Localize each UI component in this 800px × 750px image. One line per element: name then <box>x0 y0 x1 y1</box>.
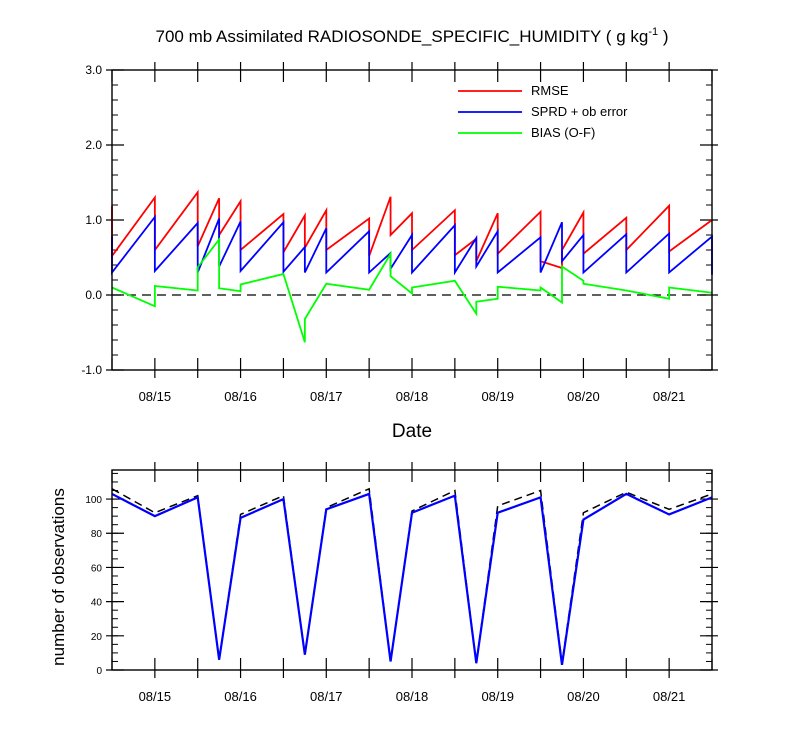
y-tick-label: 0 <box>96 666 102 677</box>
y-tick-label: 3.0 <box>85 63 102 77</box>
series-line-bias-o-f <box>111 236 713 343</box>
legend-label: BIAS (O-F) <box>531 125 595 140</box>
legend-label: SPRD + ob error <box>531 104 628 119</box>
x-tick-label: 08/19 <box>481 389 514 404</box>
y-tick-label: 100 <box>85 495 102 506</box>
x-tick-label: 08/19 <box>481 689 514 704</box>
y-tick-label: 0.0 <box>85 288 102 302</box>
x-tick-label: 08/16 <box>224 689 257 704</box>
y-tick-label: -1.0 <box>81 363 102 377</box>
legend: RMSE SPRD + ob error BIAS (O-F) <box>458 83 628 140</box>
y-tick-label: 40 <box>91 598 103 609</box>
x-tick-label: 08/21 <box>653 689 686 704</box>
chart-title: 700 mb Assimilated RADIOSONDE_SPECIFIC_H… <box>156 26 669 46</box>
top-tick-labels: -1.0 0.0 1.0 2.0 3.0 08/15 08/16 08/17 08/18 08/1… <box>81 63 685 404</box>
top-series-group <box>111 189 713 343</box>
x-tick-label: 08/15 <box>139 389 172 404</box>
x-tick-label: 08/18 <box>396 389 429 404</box>
x-tick-label: 08/16 <box>224 389 257 404</box>
legend-label: RMSE <box>531 83 569 98</box>
y-tick-label: 1.0 <box>85 213 102 227</box>
top-axis-ticks <box>106 62 718 378</box>
x-tick-label: 08/20 <box>567 689 600 704</box>
x-tick-label: 08/15 <box>139 689 172 704</box>
y-tick-label: 60 <box>91 563 103 574</box>
bottom-tick-labels: 0 20 40 60 80 100 08/15 08/16 08/17 08/18 08/19 08/… <box>85 495 685 704</box>
bottom-series-group <box>111 487 713 666</box>
x-tick-label: 08/21 <box>653 389 686 404</box>
observations-panel: 0 20 40 60 80 100 08/15 08/16 08/17 08/18 08/19 08/… <box>49 462 718 704</box>
y-tick-label: 20 <box>91 632 103 643</box>
x-axis-label: Date <box>392 421 432 442</box>
y-tick-label: 80 <box>91 529 103 540</box>
y-tick-label: 2.0 <box>85 138 102 152</box>
top-plot-frame <box>111 69 713 371</box>
x-tick-label: 08/17 <box>310 689 343 704</box>
bottom-plot-frame <box>111 469 713 671</box>
x-tick-label: 08/20 <box>567 389 600 404</box>
bias-rmse-panel: -1.0 0.0 1.0 2.0 3.0 08/15 08/16 08/17 08/18 08/1… <box>81 62 718 442</box>
series-line-observations-solid <box>111 492 713 666</box>
x-tick-label: 08/18 <box>396 689 429 704</box>
y-axis-label: number of observations <box>49 488 68 666</box>
x-tick-label: 08/17 <box>310 389 343 404</box>
series-line-rmse <box>111 189 713 270</box>
